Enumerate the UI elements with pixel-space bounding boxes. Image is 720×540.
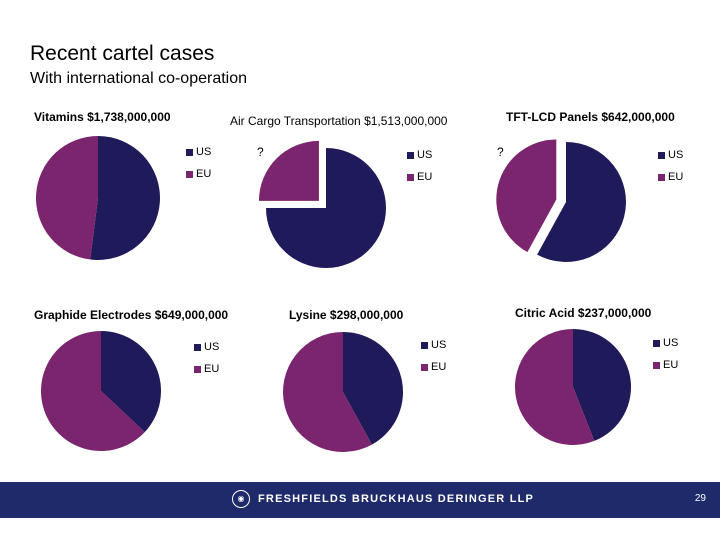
legend-lysine: US EU [421,334,446,378]
legend-swatch-us [653,339,660,347]
legend-item-us: US [658,144,683,166]
legend-item-eu: EU [421,356,446,378]
footer-bar: ◉ FRESHFIELDS BRUCKHAUS DERINGER LLP 29 [0,482,720,518]
legend-tft-lcd: US EU [658,144,683,188]
pie-slice-eu [496,139,557,253]
legend-swatch-eu [186,170,193,178]
legend-swatch-eu [421,363,428,371]
pie-slice-eu [36,136,98,260]
pie-slice-us [537,141,626,263]
legend-swatch-eu [658,173,665,181]
legend-label-eu: EU [668,171,684,183]
pie-slice-eu [258,140,319,201]
legend-item-eu: EU [653,354,678,376]
legend-label-eu: EU [417,171,433,183]
legend-swatch-us [407,151,414,159]
legend-label-us: US [417,149,433,161]
chart-title-citric-acid: Citric Acid $237,000,000 [515,306,652,320]
legend-swatch-us [658,151,665,159]
legend-item-eu: EU [658,166,683,188]
legend-label-us: US [668,149,684,161]
slide-title: Recent cartel cases [30,42,215,65]
legend-label-eu: EU [663,359,679,371]
legend-label-us: US [431,339,447,351]
legend-swatch-us [186,148,193,156]
legend-swatch-us [421,341,428,349]
pie-slice-eu [282,332,372,452]
annotation-question-tft-lcd: ? [497,145,504,159]
legend-swatch-eu [653,361,660,369]
firm-logo-icon: ◉ [232,490,250,508]
legend-item-eu: EU [407,166,432,188]
chart-title-vitamins: Vitamins $1,738,000,000 [34,110,171,124]
pie-slice-us [101,331,161,433]
chart-title-tft-lcd: TFT-LCD Panels $642,000,000 [506,110,675,124]
legend-item-eu: EU [194,358,219,380]
legend-label-us: US [663,337,679,349]
legend-item-us: US [194,336,219,358]
pie-slice-us [90,136,161,260]
annotation-question-air-cargo: ? [257,145,264,159]
slide-subtitle: With international co-operation [30,70,248,87]
page-number: 29 [694,493,706,504]
firm-name: FRESHFIELDS BRUCKHAUS DERINGER LLP [258,493,535,505]
legend-item-us: US [407,144,432,166]
pie-slice-us [573,329,631,441]
legend-label-us: US [204,341,220,353]
legend-label-eu: EU [196,168,212,180]
legend-air-cargo: US EU [407,144,432,188]
legend-graphide: US EU [194,336,219,380]
legend-swatch-eu [194,365,201,373]
chart-title-graphide: Graphide Electrodes $649,000,000 [34,308,229,322]
legend-citric-acid: US EU [653,332,678,376]
legend-item-us: US [186,141,211,163]
legend-label-eu: EU [431,361,447,373]
legend-swatch-eu [407,173,414,181]
legend-item-eu: EU [186,163,211,185]
pie-slice-eu [40,331,145,451]
chart-title-air-cargo: Air Cargo Transportation $1,513,000,000 [230,114,448,128]
pie-slice-us [343,332,403,445]
pie-slice-eu [514,329,595,445]
legend-item-us: US [421,334,446,356]
chart-title-lysine: Lysine $298,000,000 [289,308,404,322]
legend-swatch-us [194,343,201,351]
pie-slice-us [266,148,386,268]
legend-label-eu: EU [204,363,220,375]
legend-label-us: US [196,146,212,158]
legend-item-us: US [653,332,678,354]
legend-vitamins: US EU [186,141,211,185]
